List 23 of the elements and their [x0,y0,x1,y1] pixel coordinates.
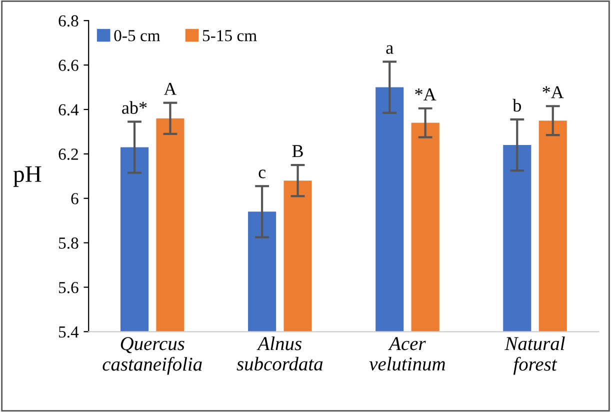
annotation: *A [542,86,564,98]
legend-label: 0-5 cm [114,30,160,42]
annotation: A [164,82,177,95]
annotation: a [386,45,394,54]
x-tick-label: Quercus castaneifolia [102,337,202,375]
y-tick-label: 5.4 [59,326,79,338]
legend-label: 5-15 cm [202,30,257,42]
y-tick-label: 5.8 [59,237,78,249]
y-tick-label: 6.8 [58,15,78,27]
x-tick-label: Natural forest [504,336,565,375]
annotation: c [258,170,266,178]
annotation: *A [415,88,436,100]
annotation: B [292,145,303,158]
y-tick-label: 5.6 [59,282,78,294]
y-tick-label: 6.2 [58,148,78,160]
x-tick-label: Alnus subcordata [236,336,323,371]
annotation: b [512,98,521,112]
y-tick-label: 6 [71,193,78,204]
y-axis-title: pH [13,166,42,187]
x-tick-label: Acer velutinum [369,337,445,371]
y-tick-label: 6.4 [58,104,79,116]
annotation: ab* [122,101,147,114]
y-tick-label: 6.6 [58,60,78,72]
